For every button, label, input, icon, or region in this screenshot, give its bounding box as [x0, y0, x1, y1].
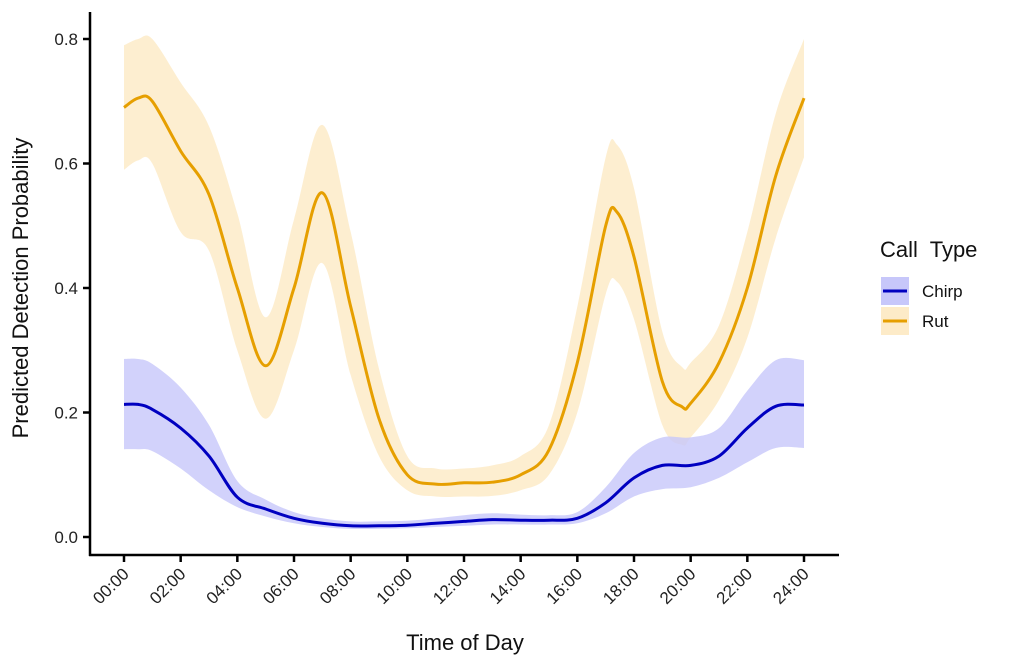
y-tick-label: 0.4: [54, 279, 78, 298]
x-tick-label: 24:00: [769, 564, 813, 608]
x-tick-label: 10:00: [373, 564, 417, 608]
line-chirp: [123, 402, 805, 528]
legend-label-chirp: Chirp: [922, 282, 963, 301]
y-axis-ticks: 0.0 0.2 0.4 0.6 0.8: [54, 30, 90, 547]
x-tick-label: 00:00: [89, 564, 133, 608]
y-axis-title: Predicted Detection Probability: [8, 138, 33, 439]
legend-item-rut: Rut: [881, 307, 949, 335]
legend-label-rut: Rut: [922, 312, 949, 331]
x-tick-label: 04:00: [203, 564, 247, 608]
series-lines: [123, 94, 806, 528]
x-tick-label: 08:00: [316, 564, 360, 608]
y-tick-label: 0.8: [54, 30, 78, 49]
x-tick-label: 22:00: [713, 564, 757, 608]
band-chirp: [124, 357, 804, 530]
x-tick-label: 06:00: [259, 564, 303, 608]
x-tick-label: 12:00: [429, 564, 473, 608]
confidence-bands: [124, 35, 804, 530]
x-tick-label: 20:00: [656, 564, 700, 608]
legend: Call Type Chirp Rut: [880, 237, 977, 335]
y-tick-label: 0.6: [54, 155, 78, 174]
x-tick-label: 14:00: [486, 564, 530, 608]
x-axis-ticks: 00:00 02:00 04:00 06:00 08:00 10:00 12:00 14:00…: [89, 555, 813, 608]
x-tick-label: 18:00: [599, 564, 643, 608]
y-tick-label: 0.0: [54, 528, 78, 547]
x-tick-label: 02:00: [146, 564, 190, 608]
x-tick-label: 16:00: [543, 564, 587, 608]
legend-item-chirp: Chirp: [881, 277, 963, 305]
legend-title: Call Type: [880, 237, 977, 262]
line-rut: [123, 94, 806, 487]
x-axis-title: Time of Day: [406, 630, 524, 655]
y-tick-label: 0.2: [54, 404, 78, 423]
band-rut: [124, 35, 804, 498]
